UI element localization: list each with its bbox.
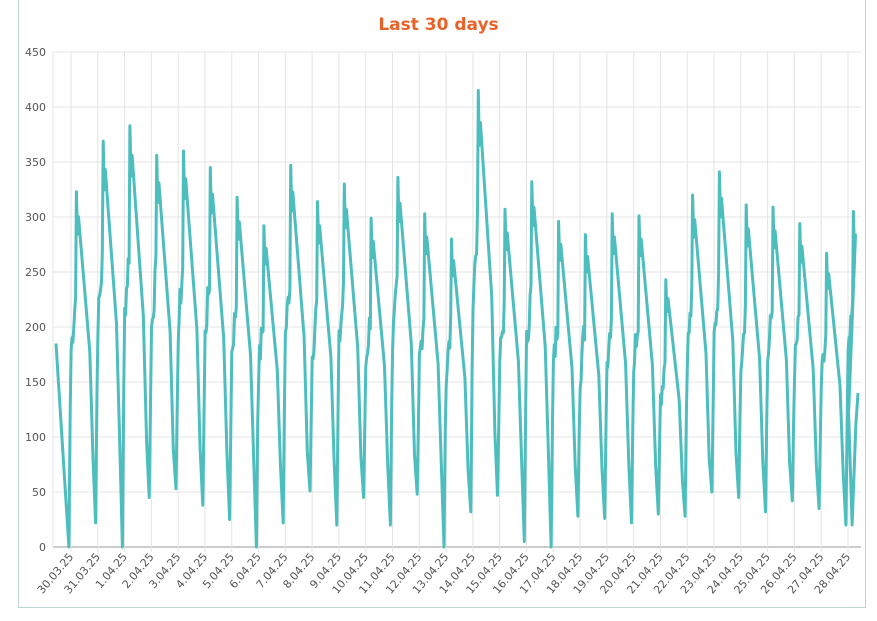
y-tick-label: 250: [25, 266, 46, 279]
y-tick-label: 50: [32, 486, 46, 499]
grid: [53, 51, 861, 552]
series-line: [54, 89, 860, 549]
y-tick-label: 450: [25, 46, 46, 59]
chart-title: Last 30 days: [378, 15, 499, 35]
y-tick-label: 400: [25, 101, 46, 114]
x-axis-ticks: 30.03.2531.03.251.04.252.04.253.04.254.0…: [35, 551, 853, 597]
y-tick-label: 350: [25, 156, 46, 169]
y-axis-ticks: 0 50 100 150 200 250 300 350 400 450: [25, 46, 46, 554]
y-tick-label: 100: [25, 431, 46, 444]
y-tick-label: 0: [39, 541, 46, 554]
y-tick-label: 300: [25, 211, 46, 224]
y-tick-label: 150: [25, 376, 46, 389]
y-tick-label: 200: [25, 321, 46, 334]
